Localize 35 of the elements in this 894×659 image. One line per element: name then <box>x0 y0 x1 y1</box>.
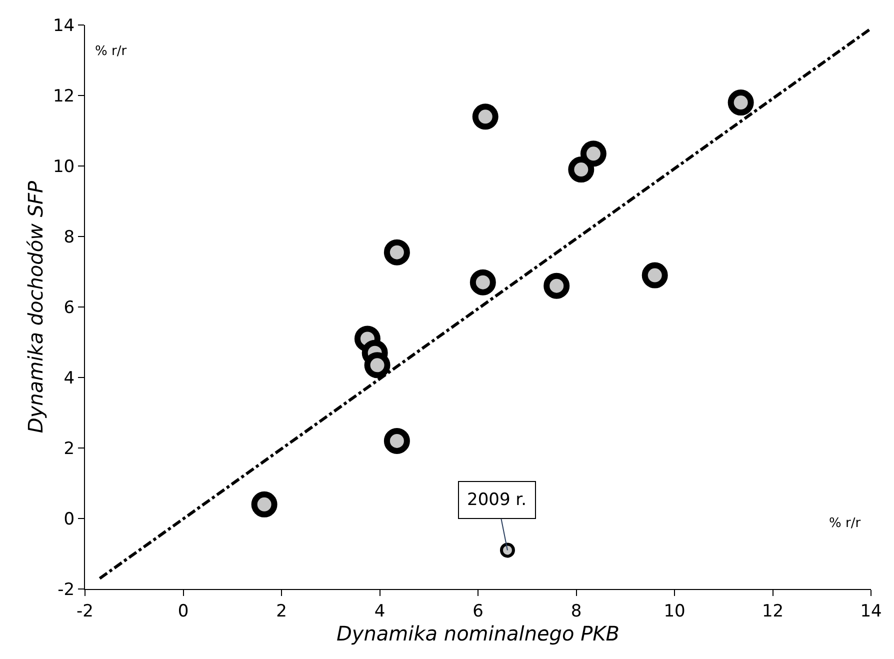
y-tick-label: 14 <box>52 16 75 36</box>
x-tick-label: 2 <box>276 601 287 622</box>
y-axis-title: Dynamika dochodów SFP <box>23 180 48 434</box>
x-tick-label: 0 <box>178 601 189 622</box>
point <box>470 269 496 296</box>
point <box>580 140 606 167</box>
point <box>384 428 410 454</box>
point <box>364 352 390 378</box>
annotation: 2009 r. <box>467 490 526 510</box>
x-axis-title: Dynamika nominalnego PKB <box>336 621 620 646</box>
x-tick-label: 4 <box>374 601 386 622</box>
point <box>251 491 278 518</box>
point <box>472 104 498 130</box>
y-tick-label: 12 <box>52 86 75 106</box>
y-tick-label: 10 <box>52 156 75 177</box>
point <box>544 272 570 299</box>
x-tick-label: 6 <box>472 601 484 622</box>
point <box>384 239 410 266</box>
x-tick-label: 14 <box>860 601 882 622</box>
y-tick-label: 6 <box>64 298 75 318</box>
x-tick-label: -2 <box>76 601 94 622</box>
point <box>500 542 515 558</box>
x-tick-label: 12 <box>762 601 784 622</box>
x-tick-label: 8 <box>570 601 582 622</box>
point <box>728 90 754 116</box>
point <box>642 262 668 288</box>
point <box>568 156 594 183</box>
x-tick-label: 10 <box>664 601 686 622</box>
y-tick-label: 4 <box>64 368 75 388</box>
y-tick-label: 0 <box>64 509 75 530</box>
y-tick-label: 8 <box>64 227 75 248</box>
y-tick-label: -2 <box>58 580 75 600</box>
annotation: % r/r <box>95 44 128 59</box>
y-tick-label: 2 <box>64 438 75 459</box>
annotation: % r/r <box>829 516 862 531</box>
